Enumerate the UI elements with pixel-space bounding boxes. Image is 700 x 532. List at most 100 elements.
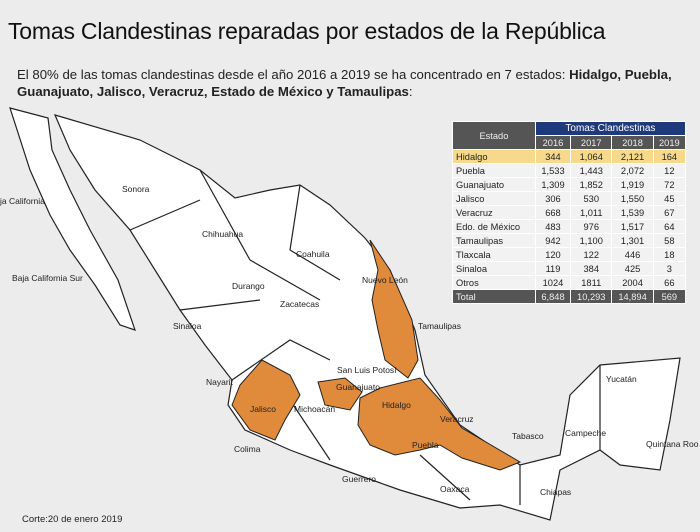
state-label: Chihuahua: [202, 229, 244, 239]
table-cell: Puebla: [452, 163, 536, 178]
state-label: San Luis Potosí: [337, 365, 397, 375]
subtitle: El 80% de las tomas clandestinas desde e…: [17, 67, 672, 99]
table-cell: 668: [534, 205, 572, 220]
table-cell: Edo. de México: [452, 219, 536, 234]
mainland: [53, 114, 681, 521]
table-cell: 483: [534, 219, 572, 234]
state-label: Nuevo León: [362, 275, 408, 285]
table-cell: 18: [652, 247, 687, 262]
group-header: Tomas Clandestinas: [534, 121, 687, 136]
table-cell: 10,293: [570, 289, 613, 304]
table-cell: 384: [570, 261, 613, 276]
table-cell: 1,301: [611, 233, 654, 248]
table-row: Sinaloa 119 384 425 3: [452, 261, 687, 276]
table-cell: 6,848: [534, 289, 572, 304]
table-cell: 344: [534, 149, 572, 164]
estado-header: Estado: [452, 121, 536, 150]
table-cell: 2,072: [611, 163, 654, 178]
table-cell: 1,852: [570, 177, 613, 192]
tamaulipas-shape: [369, 239, 419, 379]
state-label: Coahuila: [296, 249, 330, 259]
table-row: Tamaulipas 942 1,100 1,301 58: [452, 233, 687, 248]
table-cell: 3: [652, 261, 687, 276]
corte-date: Corte:20 de enero 2019: [22, 514, 123, 525]
state-label: Guanajuato: [336, 382, 380, 392]
page-title: Tomas Clandestinas reparadas por estados…: [8, 18, 606, 44]
table-row: Puebla 1,533 1,443 2,072 12: [452, 163, 687, 178]
state-label: Sonora: [122, 184, 150, 194]
table-cell: 1,517: [611, 219, 654, 234]
state-label: Nayarit: [206, 377, 233, 387]
state-label: Sinaloa: [173, 321, 202, 331]
table-cell: 122: [570, 247, 613, 262]
state-label: Veracruz: [440, 414, 474, 424]
table-cell: 976: [570, 219, 613, 234]
table-cell: 530: [570, 191, 613, 206]
state-label: Michoacán: [294, 404, 336, 414]
highlighted-states: [231, 239, 522, 471]
state-label: Tabasco: [512, 431, 544, 441]
state-label: Puebla: [412, 440, 439, 450]
table-row: Hidalgo 344 1,064 2,121 164: [452, 149, 687, 164]
year-header: 2016: [534, 135, 572, 150]
table-cell: 1,309: [534, 177, 572, 192]
year-header: 2019: [652, 135, 687, 150]
table-cell: 1,443: [570, 163, 613, 178]
state-label: Baja California Sur: [12, 273, 83, 283]
table-row: Total 6,848 10,293 14,894 569: [452, 289, 687, 304]
state-label: Chiapas: [540, 487, 572, 497]
state-label: Quintana Roo: [646, 439, 699, 449]
jalisco-shape: [231, 359, 301, 441]
state-label: Hidalgo: [382, 400, 411, 410]
state-label: Jalisco: [250, 404, 276, 414]
state-label: Yucatán: [606, 374, 637, 384]
table-row: Jalisco 306 530 1,550 45: [452, 191, 687, 206]
table-cell: 72: [652, 177, 687, 192]
table-cell: 942: [534, 233, 572, 248]
table-row: Edo. de México 483 976 1,517 64: [452, 219, 687, 234]
table-cell: 14,894: [611, 289, 654, 304]
state-label: Colima: [234, 444, 261, 454]
state-label: Oaxaca: [440, 484, 470, 494]
central-states-shape: [357, 377, 522, 471]
table-cell: Tamaulipas: [452, 233, 536, 248]
state-label: Campeche: [565, 428, 607, 438]
table-cell: 1,533: [534, 163, 572, 178]
table-cell: Tlaxcala: [452, 247, 536, 262]
table-cell: 1,550: [611, 191, 654, 206]
tomas-table: Estado Tomas Clandestinas 2016 2017 2018 201…: [452, 121, 687, 304]
table-cell: 2004: [611, 275, 654, 290]
state-label: Zacatecas: [280, 299, 320, 309]
table-cell: 45: [652, 191, 687, 206]
table-cell: 119: [534, 261, 572, 276]
table-row: Veracruz 668 1,011 1,539 67: [452, 205, 687, 220]
year-header: 2017: [570, 135, 613, 150]
table-cell: 1,919: [611, 177, 654, 192]
table-cell: 1,100: [570, 233, 613, 248]
table-cell: 425: [611, 261, 654, 276]
table-cell: Otros: [452, 275, 536, 290]
table-cell: 1,064: [570, 149, 613, 164]
table-row: Tlaxcala 120 122 446 18: [452, 247, 687, 262]
state-label: Durango: [232, 281, 265, 291]
table-cell: 1811: [570, 275, 613, 290]
table-cell: 58: [652, 233, 687, 248]
table-cell: Hidalgo: [452, 149, 536, 164]
table-cell: 1,539: [611, 205, 654, 220]
table-cell: 1024: [534, 275, 572, 290]
table-cell: 569: [652, 289, 687, 304]
mexico-map: [9, 107, 681, 521]
table-cell: Total: [452, 289, 536, 304]
table-cell: 12: [652, 163, 687, 178]
table-row: Otros 1024 1811 2004 66: [452, 275, 687, 290]
table-cell: 2,121: [611, 149, 654, 164]
table-cell: Jalisco: [452, 191, 536, 206]
table-cell: Veracruz: [452, 205, 536, 220]
table-cell: 64: [652, 219, 687, 234]
table-cell: Sinaloa: [452, 261, 536, 276]
table-cell: 66: [652, 275, 687, 290]
table-cell: 67: [652, 205, 687, 220]
table-cell: 164: [652, 149, 687, 164]
year-header: 2018: [611, 135, 654, 150]
table-cell: 120: [534, 247, 572, 262]
